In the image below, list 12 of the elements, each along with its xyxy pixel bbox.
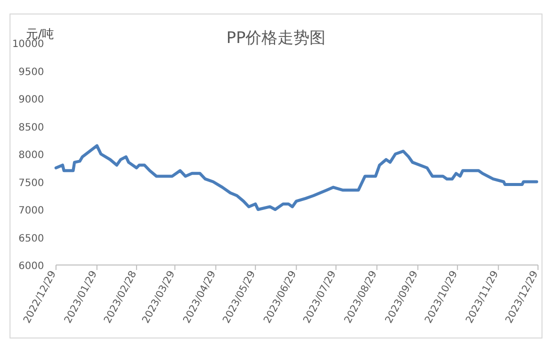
y-tick-label: 7000 [18,206,44,216]
line-series [54,144,538,211]
y-tick-label: 7500 [18,178,44,189]
y-tick-label: 8500 [18,122,44,134]
y-axis-title: 元/吨 [26,27,54,41]
chart-title: PP价格走势图 [226,28,326,47]
y-tick-label: 6000 [18,261,44,272]
y-tick-label: 9000 [18,94,44,106]
y-tick-label: 9500 [18,66,44,78]
y-tick-label: 6500 [18,233,44,244]
y-tick-label: 10000 [12,39,44,50]
y-tick-label: 8000 [18,150,44,161]
